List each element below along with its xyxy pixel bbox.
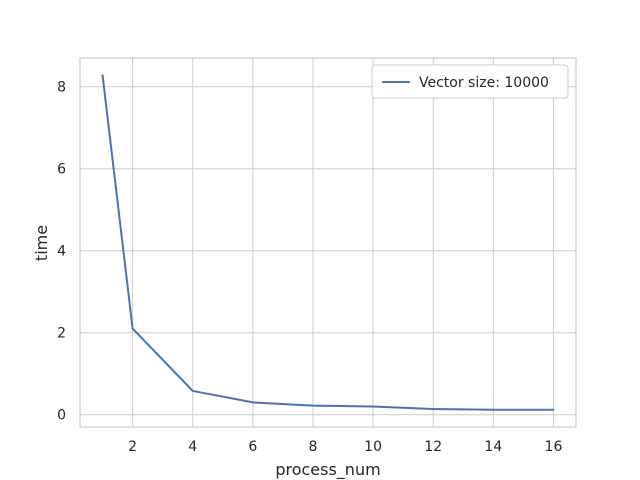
x-axis-label: process_num	[275, 460, 380, 480]
x-tick-label: 2	[128, 439, 137, 455]
series-line	[101, 74, 555, 411]
y-tick-label: 0	[57, 408, 66, 424]
series-lines	[101, 74, 555, 411]
x-tick-label: 8	[309, 439, 318, 455]
legend-entry-label: Vector size: 10000	[419, 75, 549, 91]
y-tick-label: 8	[57, 80, 66, 96]
plot-frame	[79, 57, 577, 428]
x-tick-label: 14	[484, 439, 502, 455]
legend: Vector size: 10000	[371, 64, 569, 99]
legend-box	[371, 64, 569, 99]
plot-area	[80, 58, 576, 427]
x-tick-label: 16	[545, 439, 563, 455]
tick-labels: 2 4 6 8 10 12 14 16 0 2 4 6 8	[57, 80, 562, 455]
x-tick-label: 6	[248, 439, 257, 455]
x-tick-label: 10	[364, 439, 382, 455]
y-tick-label: 4	[57, 244, 66, 260]
y-tick-label: 2	[57, 326, 66, 342]
x-tick-label: 12	[424, 439, 442, 455]
y-axis-label: time	[32, 225, 51, 261]
y-tick-label: 6	[57, 162, 66, 178]
x-tick-label: 4	[188, 439, 197, 455]
